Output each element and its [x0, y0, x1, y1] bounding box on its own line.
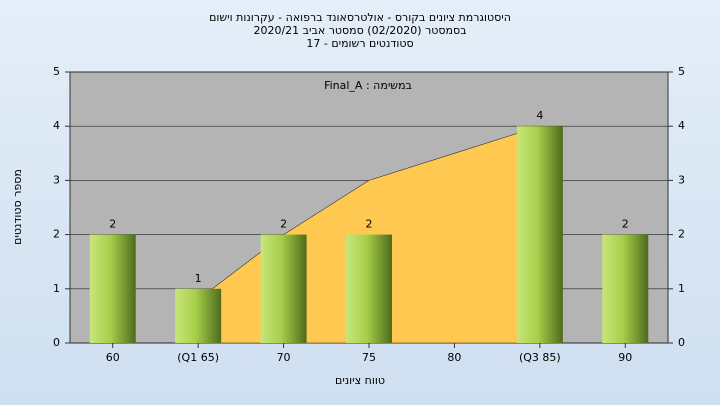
y-tick-label: 5 [53, 65, 60, 78]
x-axis-label: טווח ציונים [335, 374, 385, 387]
y2-tick-label: 2 [678, 228, 685, 241]
x-tick-label: 75 [362, 351, 376, 364]
bar [602, 234, 649, 343]
bar [89, 234, 136, 343]
y2-tick-label: 5 [678, 65, 685, 78]
y2-tick-label: 3 [678, 173, 685, 186]
y2-tick-label: 1 [678, 282, 685, 295]
bar [175, 288, 222, 343]
chart-subtitle: סטודנטים רשומים - 17 [306, 37, 413, 50]
value-label: 1 [195, 272, 202, 285]
x-tick-label: (Q3 85) [519, 351, 561, 364]
y-tick-label: 1 [53, 282, 60, 295]
chart-subtitle: בסמסטר (02/2020) סמסטר אביב 2020/21 [253, 24, 466, 37]
y-tick-label: 3 [53, 173, 60, 186]
value-label: 2 [622, 218, 629, 231]
x-tick-label: 60 [106, 351, 120, 364]
x-tick-label: (Q1 65) [177, 351, 219, 364]
y-axis-label: מספר סטודנטים [11, 169, 24, 245]
y2-tick-label: 4 [678, 119, 685, 132]
bar [346, 234, 392, 343]
value-label: 4 [536, 109, 543, 122]
bar [260, 234, 307, 343]
value-label: 2 [366, 218, 373, 231]
bar [516, 126, 563, 343]
y-tick-label: 0 [53, 336, 60, 349]
y-tick-label: 2 [53, 228, 60, 241]
value-label: 2 [109, 218, 116, 231]
chart-title: היסטוגרמת ציונים בקורס - אולטרסאונד ברפו… [209, 11, 511, 24]
annotation: Final_A : במשימה [324, 79, 412, 92]
y2-tick-label: 0 [678, 336, 685, 349]
x-tick-label: 70 [277, 351, 291, 364]
x-tick-label: 80 [447, 351, 461, 364]
value-label: 2 [280, 218, 287, 231]
y-tick-label: 4 [53, 119, 60, 132]
x-tick-label: 90 [618, 351, 632, 364]
